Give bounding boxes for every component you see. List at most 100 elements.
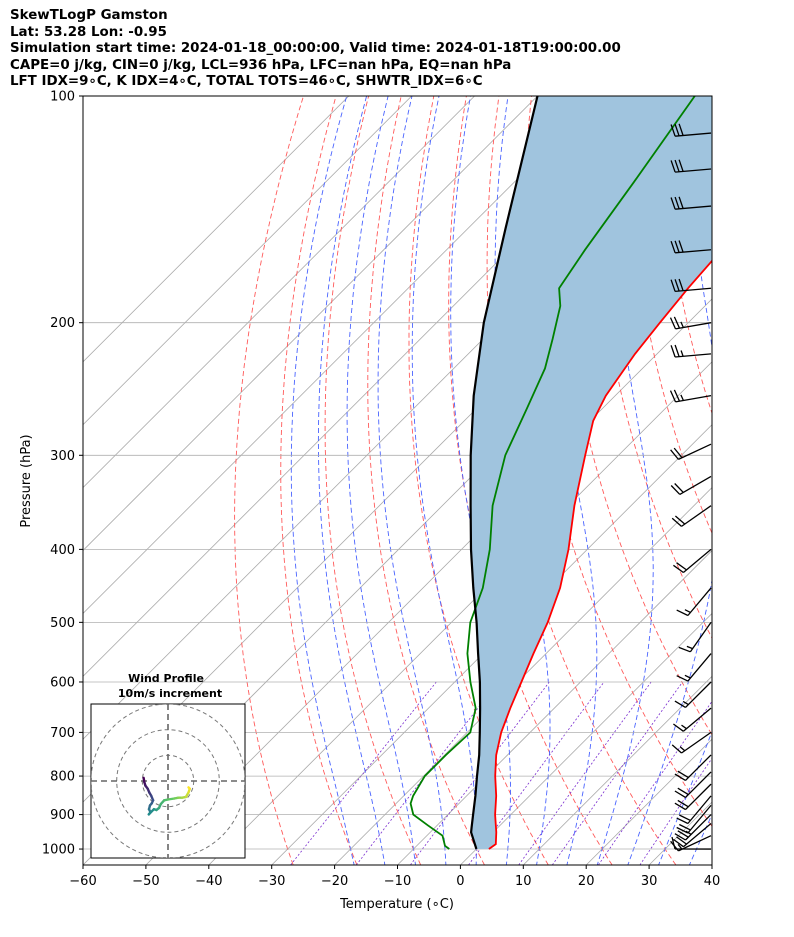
- moist-adiabat-line: [377, 96, 447, 865]
- y-tick-label: 700: [50, 726, 75, 741]
- wind-barb: [669, 389, 712, 403]
- x-tick-label: 40: [704, 874, 721, 889]
- mixing-ratio-line: [290, 681, 437, 865]
- mixing-ratio-line: [639, 757, 712, 865]
- dry-adiabat-line: [367, 96, 485, 865]
- wind-barb: [673, 707, 712, 732]
- moist-adiabat-line: [546, 96, 598, 865]
- x-tick-label: −40: [195, 874, 222, 889]
- moist-adiabat-line: [627, 96, 712, 865]
- cin-shading: [470, 96, 712, 849]
- wind-barb: [669, 316, 712, 330]
- hodograph-segment: [187, 786, 192, 790]
- location-line: Lat: 53.28 Lon: -0.95: [10, 24, 167, 40]
- isotherm-line: [208, 361, 712, 865]
- wind-barb: [674, 754, 712, 781]
- dry-adiabat-line: [594, 96, 712, 640]
- dry-adiabat-line: [280, 96, 358, 865]
- y-tick-label: 400: [50, 543, 75, 558]
- moist-adiabat-line: [658, 730, 712, 865]
- chart-header: SkewTLogP Gamston Lat: 53.28 Lon: -0.95 …: [10, 8, 621, 91]
- wind-barb: [676, 587, 712, 617]
- wind-barb: [674, 771, 712, 798]
- x-tick-label: −30: [258, 874, 285, 889]
- y-tick-label: 100: [50, 90, 75, 105]
- y-axis-label: Pressure (hPa): [19, 434, 34, 527]
- dry-adiabat-line: [727, 96, 794, 865]
- dry-adiabat-line: [661, 96, 712, 415]
- wind-barb: [678, 621, 712, 653]
- wind-barb: [676, 795, 712, 825]
- moist-adiabat-line: [346, 96, 416, 865]
- wind-barb: [674, 783, 712, 811]
- wind-barb: [673, 823, 712, 848]
- isotherm-line: [334, 487, 712, 865]
- y-tick-label: 900: [50, 808, 75, 823]
- wind-barb: [670, 443, 712, 460]
- dry-adiabat-line: [760, 96, 794, 865]
- wind-barb: [671, 505, 712, 527]
- wind-barbs: [669, 123, 712, 852]
- dry-adiabat-line: [408, 96, 549, 865]
- isotherm-line: [83, 96, 350, 363]
- convective-params-line: CAPE=0 j/kg, CIN=0 j/kg, LCL=936 hPa, LF…: [10, 57, 512, 73]
- x-tick-label: −10: [384, 874, 411, 889]
- moist-adiabat-line: [290, 96, 355, 865]
- mixing-ratio-line: [518, 681, 652, 865]
- y-tick-label: 200: [50, 316, 75, 331]
- moist-adiabat-line: [317, 96, 386, 865]
- x-tick-label: −20: [321, 874, 348, 889]
- wind-barb: [673, 548, 712, 574]
- hodograph-title: Wind Profile: [128, 672, 204, 685]
- y-tick-label: 600: [50, 675, 75, 690]
- hodograph: Wind Profile 10m/s increment: [90, 672, 246, 859]
- wind-barb: [670, 475, 712, 495]
- dewpoint-profile: [409, 96, 696, 850]
- isotherm-line: [83, 96, 475, 489]
- x-tick-label: 20: [578, 874, 595, 889]
- x-tick-label: −50: [132, 874, 159, 889]
- wind-barb: [670, 159, 712, 173]
- mixing-ratio-line: [598, 700, 712, 865]
- isotherm-line: [711, 864, 712, 865]
- y-tick-label: 300: [50, 449, 75, 464]
- moist-adiabat-line: [720, 79, 794, 866]
- x-tick-label: −60: [69, 874, 96, 889]
- y-tick-label: 1000: [42, 843, 75, 858]
- parcel-profile: [469, 96, 539, 850]
- x-tick-label: 10: [515, 874, 532, 889]
- moist-adiabat-line: [596, 96, 654, 865]
- wind-barb: [670, 344, 712, 358]
- dry-adiabat-line: [324, 96, 422, 865]
- x-axis-label: Temperature (∘C): [339, 897, 454, 912]
- simulation-time-line: Simulation start time: 2024-01-18_00:00:…: [10, 41, 621, 57]
- wind-barb: [676, 804, 712, 834]
- wind-barb: [674, 681, 712, 708]
- hodograph-subtitle: 10m/s increment: [118, 687, 222, 700]
- temperature-profile: [488, 259, 712, 850]
- stability-indices-line: LFT IDX=9∘C, K IDX=4∘C, TOTAL TOTS=46∘C,…: [10, 74, 483, 90]
- chart-title: SkewTLogP Gamston: [10, 8, 168, 23]
- hodograph-segment: [147, 808, 156, 816]
- y-tick-label: 800: [50, 770, 75, 785]
- mixing-ratio-line: [551, 681, 683, 865]
- x-tick-label: 30: [641, 874, 658, 889]
- profile-lines: [409, 96, 712, 850]
- wind-barb: [670, 835, 712, 852]
- mixing-ratio-line: [468, 681, 605, 865]
- y-tick-label: 500: [50, 616, 75, 631]
- mixing-ratio-line: [410, 681, 550, 865]
- isotherm-line: [460, 612, 712, 865]
- wind-barb: [670, 196, 712, 210]
- isotherm-line: [83, 96, 538, 552]
- wind-barb: [670, 123, 712, 137]
- wind-barb: [676, 653, 712, 682]
- wind-barb: [670, 278, 712, 293]
- isotherm-line: [83, 96, 412, 426]
- wind-barb: [671, 731, 712, 754]
- isotherm-line: [271, 424, 712, 865]
- isotherm-line: [397, 549, 712, 865]
- x-tick-label: 0: [456, 874, 464, 889]
- dry-adiabat-line: [234, 96, 304, 865]
